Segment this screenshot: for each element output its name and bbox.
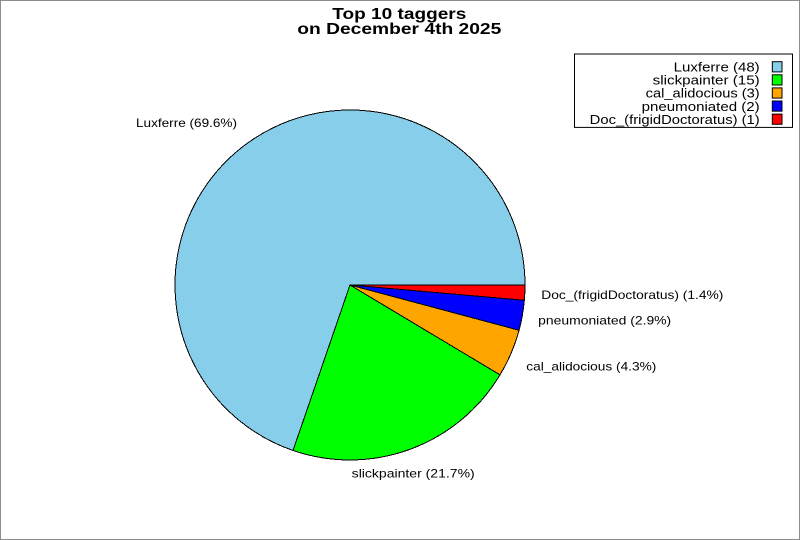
svg-text:Doc_(frigidDoctoratus) (1.4%): Doc_(frigidDoctoratus) (1.4%) [541,288,723,302]
svg-text:Top 10 taggers: Top 10 taggers [332,6,466,23]
svg-text:Luxferre (48): Luxferre (48) [674,60,760,75]
svg-text:pneumoniated (2): pneumoniated (2) [642,99,760,114]
svg-text:cal_alidocious (3): cal_alidocious (3) [646,86,760,101]
svg-text:Luxferre (69.6%): Luxferre (69.6%) [136,116,237,130]
svg-text:cal_alidocious (4.3%): cal_alidocious (4.3%) [526,360,656,374]
svg-text:Doc_(frigidDoctoratus) (1): Doc_(frigidDoctoratus) (1) [590,112,760,127]
svg-text:slickpainter (15): slickpainter (15) [653,73,760,88]
svg-text:pneumoniated (2.9%): pneumoniated (2.9%) [538,314,671,328]
svg-text:on December 4th 2025: on December 4th 2025 [297,21,501,38]
svg-text:slickpainter (21.7%): slickpainter (21.7%) [352,466,475,480]
